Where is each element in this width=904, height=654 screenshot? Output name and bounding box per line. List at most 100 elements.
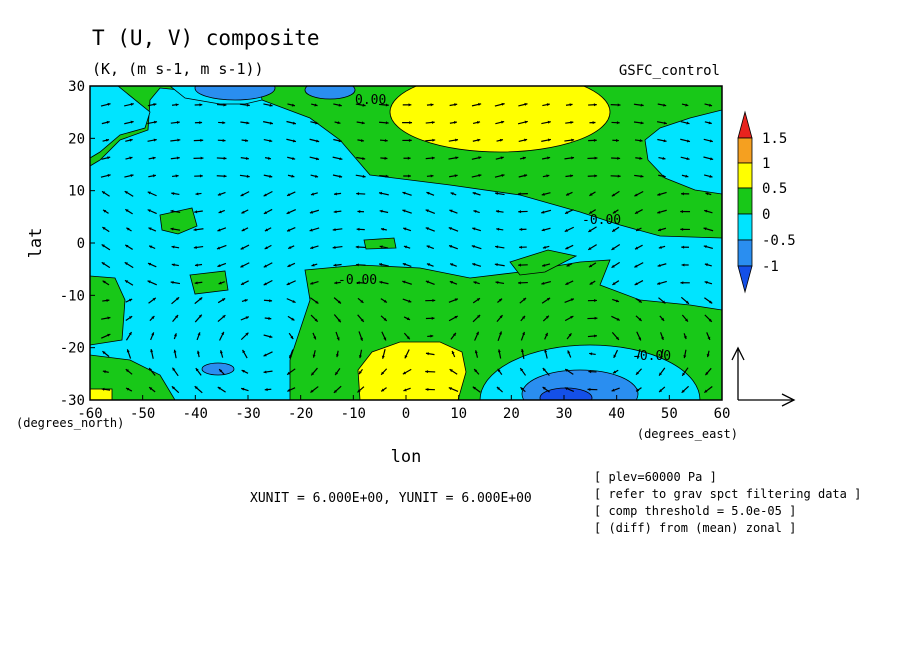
vector-unit-text: XUNIT = 6.000E+00, YUNIT = 6.000E+00 (250, 491, 532, 506)
colorbar-cap-bottom (737, 265, 753, 294)
wind-arrow (264, 244, 272, 250)
wind-arrow (542, 174, 550, 178)
y-axis: 30 20 10 0 -10 -20 -30 (60, 79, 95, 409)
wind-arrow (125, 331, 133, 341)
wind-arrow (287, 262, 296, 268)
x-tick-label: 40 (608, 406, 625, 422)
wind-arrow (565, 174, 574, 178)
wind-arrow (170, 280, 181, 285)
wind-arrow (518, 263, 528, 267)
wind-arrow (217, 138, 226, 143)
wind-arrow (587, 334, 597, 338)
wind-arrow (656, 121, 667, 125)
wind-arrow (311, 103, 318, 107)
field-negative-southwest-min (201, 362, 235, 376)
wind-arrow (449, 120, 458, 125)
wind-arrow (564, 298, 575, 303)
wind-arrow (263, 279, 273, 286)
wind-arrow (194, 263, 203, 267)
y-tick-label: 20 (68, 131, 85, 147)
wind-arrow (473, 368, 480, 375)
wind-arrow (403, 245, 411, 249)
wind-arrow (287, 103, 296, 107)
wind-arrow (171, 385, 180, 394)
wind-arrow (681, 263, 689, 267)
wind-arrow (217, 297, 226, 304)
wind-arrow (381, 331, 387, 341)
y-axis-label: lat (26, 228, 46, 259)
wind-arrow (309, 138, 320, 143)
wind-arrow (310, 245, 319, 250)
wind-arrow (567, 350, 572, 358)
wind-arrow (680, 156, 690, 161)
field-island (509, 249, 578, 276)
x-tick-label: 0 (402, 406, 410, 422)
wind-arrow (171, 263, 179, 267)
wind-arrow (218, 281, 225, 285)
wind-arrow (173, 349, 177, 359)
wind-arrow (471, 174, 482, 178)
wind-arrow (635, 298, 643, 304)
wind-arrow (448, 387, 459, 393)
wind-arrow (544, 332, 549, 340)
wind-arrow (612, 209, 619, 214)
wind-arrow (379, 209, 389, 214)
wind-arrow (472, 227, 482, 232)
wind-arrow (240, 316, 250, 321)
wind-arrow (657, 103, 667, 107)
wind-arrow (634, 174, 644, 178)
wind-arrow (587, 156, 598, 160)
wind-arrow (519, 245, 527, 249)
wind-arrow (449, 263, 457, 267)
wind-arrow (472, 386, 481, 393)
wind-arrow (241, 227, 249, 232)
wind-arrow (216, 244, 227, 250)
wind-arrow (147, 262, 157, 268)
wind-arrow (610, 174, 621, 178)
wind-arrow (519, 156, 526, 160)
wind-arrow (426, 245, 435, 250)
wind-arrow (497, 331, 502, 342)
x-tick-label: 20 (503, 406, 520, 422)
wind-arrow (544, 349, 548, 359)
wind-arrow (634, 262, 644, 268)
wind-arrow (378, 263, 389, 267)
wind-arrow (589, 352, 596, 356)
wind-arrow (703, 386, 713, 394)
wind-arrow (263, 103, 273, 107)
wind-arrow (518, 174, 528, 178)
wind-arrow (519, 297, 527, 304)
wind-arrow (148, 174, 157, 178)
colorbar-segment (737, 239, 753, 267)
colorbar-label: -1 (762, 259, 779, 275)
wind-arrow (287, 245, 295, 250)
wind-arrow (171, 296, 180, 305)
wind-arrow (125, 138, 133, 142)
field-island (159, 207, 198, 235)
wind-arrow (425, 316, 435, 320)
wind-arrow (611, 315, 621, 321)
wind-arrow (658, 156, 666, 160)
wind-arrow (101, 120, 110, 125)
wind-arrow (310, 314, 319, 323)
wind-arrow (495, 281, 505, 285)
wind-arrow (218, 368, 225, 375)
wind-arrow (448, 138, 459, 142)
wind-arrow (565, 191, 573, 196)
wind-arrow (658, 174, 666, 178)
wind-arrow (263, 370, 273, 374)
field-positive-southwest (90, 275, 126, 346)
wind-arrow (541, 227, 551, 232)
wind-arrow (657, 138, 667, 143)
colorbar-label: 1 (762, 156, 770, 172)
wind-arrow (147, 138, 157, 142)
wind-arrow (264, 156, 272, 160)
colorbar-cap-top (737, 110, 753, 139)
x-unit-label: (degrees_east) (637, 427, 738, 441)
y-tick-label: 10 (68, 184, 85, 200)
x-tick-label: -50 (130, 406, 155, 422)
wind-arrow (612, 369, 619, 374)
wind-arrow (680, 296, 690, 305)
wind-arrow (355, 245, 366, 249)
